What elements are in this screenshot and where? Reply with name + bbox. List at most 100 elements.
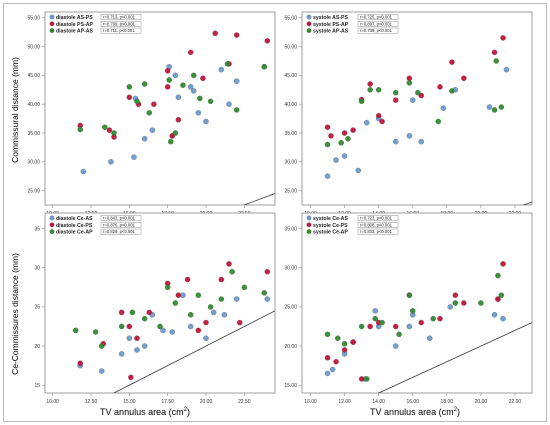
y-tick-label: 35.00 [284,131,297,137]
data-point [126,84,133,90]
data-point [149,127,156,133]
data-point [169,329,176,335]
data-point [333,157,339,163]
data-point [98,343,105,349]
y-tick-label: 35 [34,226,40,232]
plot-frame [301,212,533,394]
data-point [264,38,271,44]
data-point [493,58,499,64]
legend-label: systole Ce-AP [313,230,348,236]
legend-label: systole Ce-PS [313,223,348,229]
legend-label: systole AP-AS [313,29,349,35]
y-tick-label: 15 [34,383,40,389]
data-point [187,323,194,330]
legend-annotation-box [100,228,142,235]
data-point [324,331,331,338]
data-point [333,358,339,365]
x-tick-label: 12.00 [338,399,351,405]
data-point [500,35,506,41]
data-point [233,32,240,38]
y-tick-label: 35.00 [284,226,297,232]
legend-annotation: r=0.876, p<0.001 [103,222,136,227]
data-point [495,296,501,302]
y-axis-title-top: Commissural distance (mm) [10,57,20,163]
reference-line [377,322,532,393]
y-axis-title-bottom: Ce-Commissures distance (mm) [10,253,20,375]
data-point [338,140,344,146]
data-point [392,97,399,103]
data-point [126,335,133,341]
data-point [72,327,79,334]
data-point [203,335,209,341]
data-point [324,355,331,361]
y-tick-label: 35.00 [27,131,40,137]
legend-label: diastole Ce-AS [56,216,93,222]
legend-annotation-box [100,215,142,221]
data-point [134,347,140,353]
data-point [461,75,467,82]
data-point [491,311,498,318]
data-point [440,105,447,111]
legend-annotation: r=0.725, p<0.001 [360,15,393,20]
data-point [324,124,331,130]
data-point [341,347,348,353]
data-point [118,309,125,316]
data-point [379,118,385,125]
legend-annotation-box [357,228,399,235]
data-point [406,323,413,330]
legend-label: systole Ce-AS [313,216,348,222]
data-point [491,107,498,113]
data-point [141,135,148,142]
data-point [102,124,108,130]
data-point [437,315,443,322]
data-point [503,66,510,73]
data-point [207,98,214,105]
data-point [126,94,133,101]
data-point [118,323,125,330]
y-tick-label: 25.00 [284,305,297,311]
data-point [341,153,348,159]
legend-annotation-box [357,21,399,27]
y-tick-label: 55.00 [284,16,297,22]
x-axis-title-right-text: TV annulus area (cm [370,407,454,417]
data-point [172,72,179,79]
data-point [363,119,370,126]
legend-marker [306,215,312,221]
y-tick-label: 25 [34,305,40,311]
data-point [187,84,194,90]
data-point [187,311,194,318]
y-tick-label: 25.00 [284,188,297,194]
data-point [350,339,356,345]
data-point [264,296,271,302]
data-point [195,292,202,298]
x-tick-label: 10.00 [46,399,59,405]
legend-annotation: r=0.833, p<0.001 [360,229,393,234]
data-point [418,319,425,326]
data-point [197,95,203,102]
data-point [478,300,484,306]
x-axis-title-right: TV annulus area (cm2) [370,407,460,417]
x-axis-title-left-text: TV annulus area (cm [100,407,184,417]
data-point [164,284,171,291]
data-point [406,80,413,86]
data-point [126,323,133,330]
data-point [324,173,331,179]
legend-label: diastole AP-AS [56,29,94,35]
data-point [447,304,453,310]
data-point [151,101,157,107]
data-point [415,89,421,96]
data-point [449,59,455,65]
x-axis-title-left-sup: 2 [183,407,187,413]
data-point [392,343,399,349]
data-point [406,133,413,139]
data-point [379,319,385,326]
y-tick-label: 55.00 [27,16,40,22]
data-point [367,81,373,87]
data-point [203,118,209,125]
legend-annotation-box [100,221,142,228]
data-point [129,309,136,316]
data-point [409,97,416,103]
data-point [77,360,84,367]
data-point [212,30,218,37]
legend-annotation-box [100,21,142,27]
